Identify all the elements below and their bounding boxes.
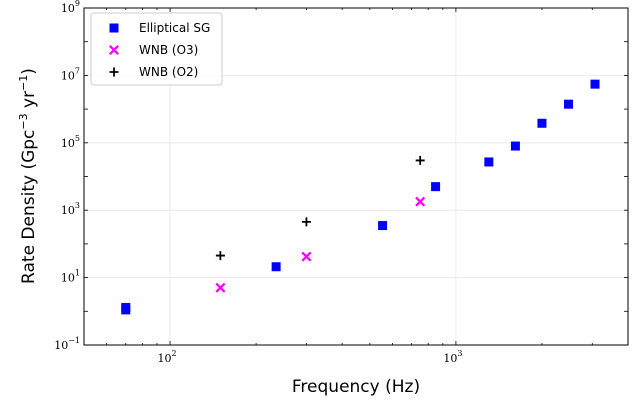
data-point <box>301 217 311 227</box>
data-point <box>415 155 425 165</box>
y-tick-exp: −1 <box>68 336 80 345</box>
data-point <box>301 251 312 262</box>
data-point <box>271 262 281 272</box>
y-tick-base: 10 <box>54 339 68 352</box>
data-point <box>510 141 520 151</box>
y-tick-base: 10 <box>61 137 75 150</box>
x-tick-base: 10 <box>443 352 457 365</box>
x-tick-base: 10 <box>158 352 172 365</box>
y-tick-label: 101 <box>61 269 80 285</box>
y-tick-label: 107 <box>61 66 80 82</box>
y-axis-title-middle: yr <box>19 91 39 113</box>
data-point <box>415 196 426 207</box>
y-axis-title-suffix: ) <box>19 68 39 75</box>
legend-label: WNB (O3) <box>139 43 198 57</box>
legend-label: WNB (O2) <box>139 65 198 79</box>
y-tick-exp: 9 <box>75 0 80 8</box>
y-tick-base: 10 <box>61 204 75 217</box>
data-point <box>590 79 600 89</box>
data-points <box>121 79 600 315</box>
x-tick-label: 103 <box>443 349 462 365</box>
y-axis-title: Rate Density (Gpc−3 yr−1) <box>17 68 39 284</box>
data-point <box>564 99 574 109</box>
y-tick-exp: 5 <box>75 134 80 143</box>
x-tick-exp: 2 <box>172 349 177 358</box>
data-point <box>215 282 226 293</box>
y-axis-title-exp2: −1 <box>17 75 30 91</box>
legend-box <box>90 12 223 86</box>
data-point <box>215 251 225 261</box>
y-tick-base: 10 <box>61 272 75 285</box>
y-tick-label: 103 <box>61 201 80 217</box>
legend-marker <box>109 67 119 77</box>
y-tick-exp: 1 <box>75 269 80 278</box>
legend: Elliptical SG WNB (O3) WNB (O2) <box>90 12 223 86</box>
data-point <box>537 118 547 128</box>
data-point <box>121 302 131 312</box>
legend-marker <box>109 23 119 33</box>
y-axis-title-prefix: Rate Density (Gpc <box>19 130 39 284</box>
y-tick-exp: 3 <box>75 201 80 210</box>
x-axis-title: Frequency (Hz) <box>292 377 420 397</box>
y-tick-label: 105 <box>61 134 80 150</box>
x-tick-label: 102 <box>158 349 177 365</box>
data-point <box>484 157 494 167</box>
y-tick-base: 10 <box>61 2 75 15</box>
y-axis-title-exp1: −3 <box>17 113 30 129</box>
data-point <box>378 221 388 231</box>
legend-entries: Elliptical SG WNB (O3) WNB (O2) <box>109 21 210 79</box>
legend-marker <box>109 45 119 55</box>
legend-label: Elliptical SG <box>139 21 210 35</box>
x-tick-exp: 3 <box>457 349 462 358</box>
y-tick-exp: 7 <box>75 66 80 75</box>
data-point <box>431 182 441 192</box>
y-tick-label: 109 <box>61 0 80 15</box>
y-tick-base: 10 <box>61 69 75 82</box>
y-tick-label: 10−1 <box>54 336 80 352</box>
